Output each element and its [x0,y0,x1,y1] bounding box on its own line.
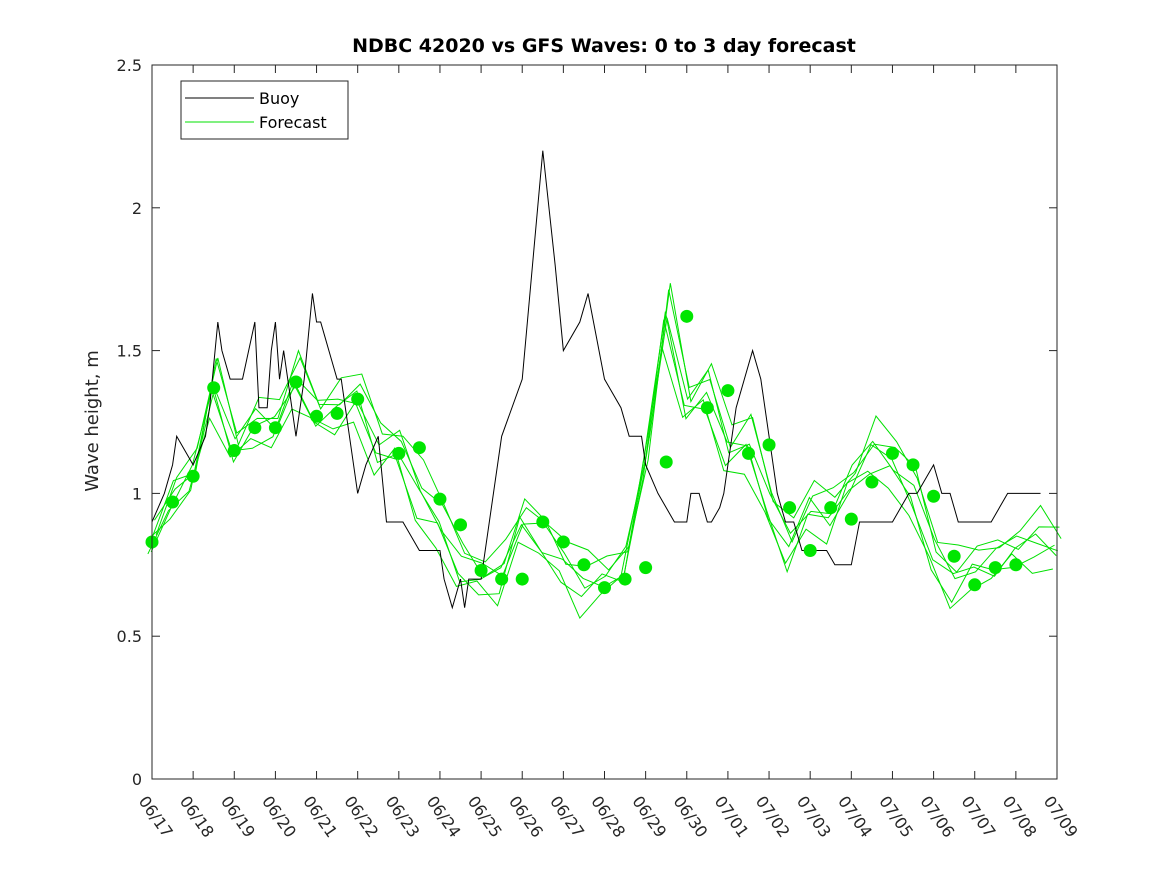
forecast-dot [639,561,653,575]
forecast-dot [412,441,426,455]
forecast-dot [392,446,406,460]
forecast-dot [577,558,591,572]
forecast-dot [988,561,1002,575]
legend-box [180,80,349,140]
legend-label-buoy: Buoy [259,89,299,108]
buoy-line [151,150,1041,610]
y-tick-label: 0.5 [117,627,142,646]
forecast-dot [454,518,468,532]
forecast-dot [186,469,200,483]
forecast-dot [268,421,282,435]
forecast-dot [721,384,735,398]
forecast-dot [433,492,447,506]
y-tick-label: 2 [132,199,142,218]
forecast-dot [248,421,262,435]
forecast-dot [556,535,570,549]
forecast-dot [1009,558,1023,572]
forecast-dot [351,392,365,406]
forecast-dot [207,381,221,395]
chart-title: NDBC 42020 vs GFS Waves: 0 to 3 day fore… [352,35,856,57]
forecast-dot [289,375,303,389]
forecast-dot [536,515,550,529]
forecast-dot [700,401,714,415]
forecast-dot [968,578,982,592]
forecast-dot [227,444,241,458]
forecast-dot [741,446,755,460]
forecast-dot [865,475,879,489]
forecast-dot [824,501,838,515]
plot-area [145,150,1062,619]
forecast-dot [906,458,920,472]
legend: Buoy Forecast [180,80,349,140]
y-axis-label: Wave height, m [82,350,103,491]
forecast-dot [495,572,509,586]
forecast-dot [515,572,529,586]
forecast-dot [330,406,344,420]
y-tick-label: 2.5 [117,56,142,75]
forecast-dot [927,489,941,503]
y-tick-label: 1 [132,484,142,503]
forecast-dot [659,455,673,469]
legend-label-forecast: Forecast [259,113,327,132]
forecast-dot [598,581,611,595]
forecast-dot [803,544,817,558]
forecast-dot [762,438,776,452]
forecast-dot [844,512,858,526]
forecast-dot [474,564,488,578]
forecast-dot [947,549,961,563]
forecast-dot [885,446,899,460]
y-tick-label: 1.5 [117,342,142,361]
forecast-dot [680,309,694,323]
forecast-dot [783,501,797,515]
forecast-dot [618,572,632,586]
forecast-line-0 [147,347,1053,619]
forecast-dot [166,495,180,509]
forecast-dot [310,409,324,423]
y-tick-label: 0 [132,770,142,789]
